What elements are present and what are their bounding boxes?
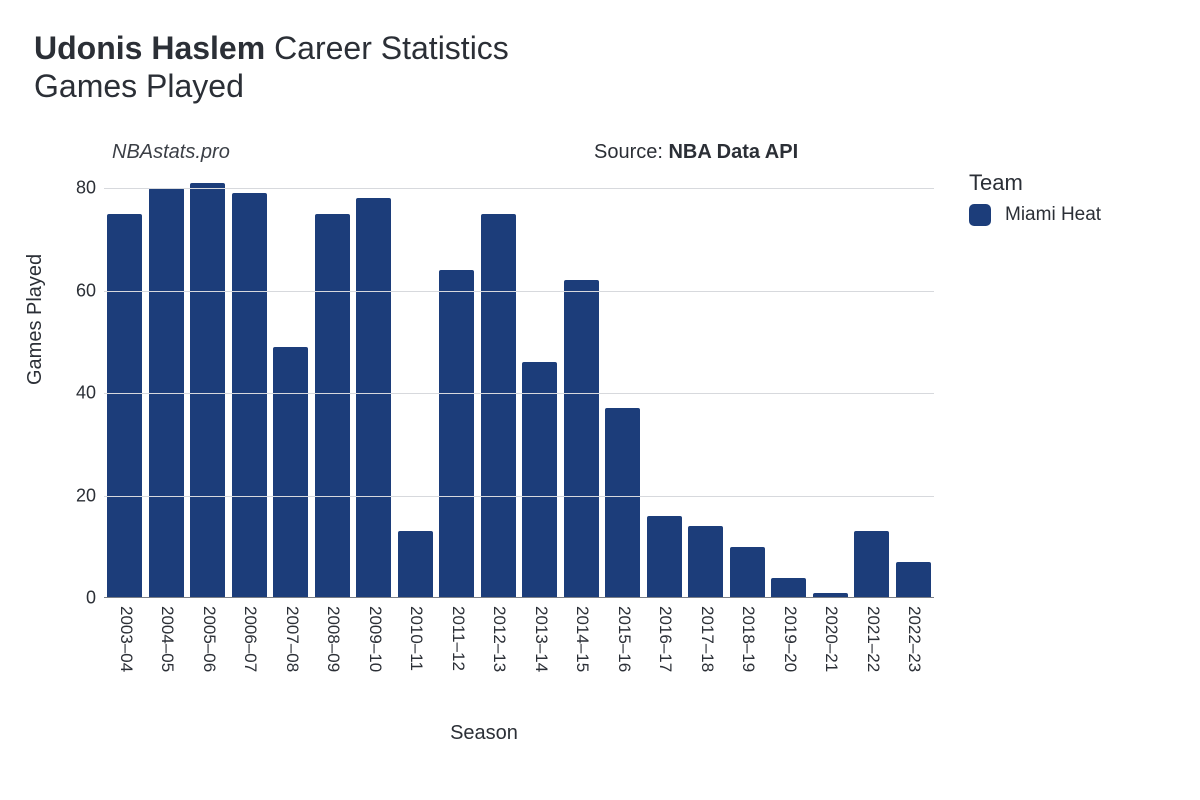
x-axis-label: Season — [34, 722, 934, 745]
bar — [107, 214, 142, 598]
x-tick-label: 2021–22 — [863, 606, 883, 672]
gridline — [104, 496, 934, 497]
bar — [522, 362, 557, 598]
legend: Team Miami Heat — [969, 170, 1101, 226]
bar — [730, 547, 765, 598]
bar — [647, 516, 682, 598]
title-line-1: Udonis Haslem Career Statistics — [34, 28, 1166, 68]
chart-container: Udonis Haslem Career Statistics Games Pl… — [0, 0, 1200, 800]
plot-area: 0204060802003–042004–052005–062006–07200… — [104, 188, 934, 598]
bar — [398, 531, 433, 598]
title-suffix: Career Statistics — [274, 30, 509, 66]
y-tick-label: 0 — [86, 588, 96, 609]
y-tick-label: 40 — [76, 383, 96, 404]
legend-item: Miami Heat — [969, 204, 1101, 226]
x-tick-label: 2013–14 — [531, 606, 551, 672]
legend-swatch — [969, 204, 991, 226]
y-axis-label: Games Played — [24, 254, 47, 385]
gridline — [104, 393, 934, 394]
gridline — [104, 291, 934, 292]
x-tick-label: 2008–09 — [323, 606, 343, 672]
source-prefix: Source: — [594, 141, 668, 163]
y-tick-label: 80 — [76, 178, 96, 199]
bar — [688, 526, 723, 598]
bar — [481, 214, 516, 598]
bar — [605, 408, 640, 598]
bar — [896, 562, 931, 598]
x-tick-label: 2006–07 — [240, 606, 260, 672]
x-tick-label: 2022–23 — [904, 606, 924, 672]
legend-label: Miami Heat — [1005, 204, 1101, 226]
watermark-text: NBAstats.pro — [112, 141, 230, 164]
x-tick-label: 2009–10 — [365, 606, 385, 672]
bar — [854, 531, 889, 598]
x-tick-label: 2020–21 — [821, 606, 841, 672]
player-name: Udonis Haslem — [34, 30, 265, 66]
x-tick-label: 2016–17 — [655, 606, 675, 672]
meta-row: NBAstats.pro Source: NBA Data API — [34, 141, 1166, 165]
x-tick-label: 2017–18 — [697, 606, 717, 672]
x-tick-label: 2014–15 — [572, 606, 592, 672]
x-axis-baseline — [104, 597, 934, 598]
x-tick-label: 2019–20 — [780, 606, 800, 672]
x-tick-label: 2012–13 — [489, 606, 509, 672]
chart-area: Games Played 0204060802003–042004–052005… — [34, 170, 1166, 770]
bar — [190, 183, 225, 598]
bar — [273, 347, 308, 598]
gridline — [104, 188, 934, 189]
bar — [315, 214, 350, 598]
x-tick-label: 2007–08 — [282, 606, 302, 672]
x-tick-label: 2005–06 — [199, 606, 219, 672]
x-tick-label: 2003–04 — [116, 606, 136, 672]
source-text: Source: NBA Data API — [594, 141, 798, 164]
y-tick-label: 20 — [76, 485, 96, 506]
x-tick-label: 2004–05 — [157, 606, 177, 672]
x-tick-label: 2011–12 — [448, 606, 468, 671]
bar — [232, 193, 267, 598]
bar — [439, 270, 474, 598]
y-tick-label: 60 — [76, 280, 96, 301]
title-block: Udonis Haslem Career Statistics Games Pl… — [34, 28, 1166, 105]
bar — [771, 578, 806, 599]
bar — [564, 280, 599, 598]
bar — [356, 198, 391, 598]
title-subtitle: Games Played — [34, 68, 1166, 105]
x-tick-label: 2018–19 — [738, 606, 758, 672]
x-tick-label: 2015–16 — [614, 606, 634, 672]
legend-title: Team — [969, 170, 1101, 196]
x-tick-label: 2010–11 — [406, 606, 426, 671]
source-name: NBA Data API — [668, 141, 798, 163]
